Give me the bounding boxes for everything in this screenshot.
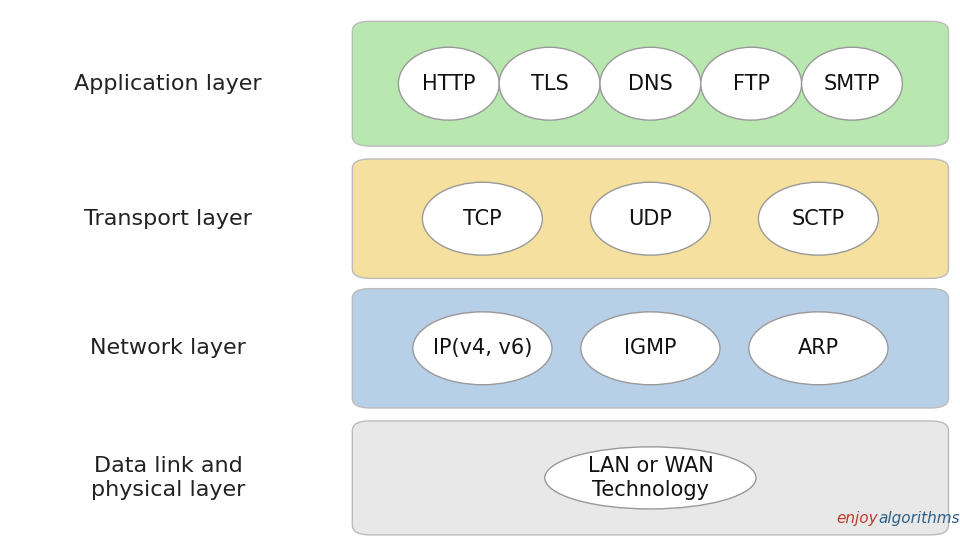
Text: Network layer: Network layer [90, 338, 246, 359]
Text: IGMP: IGMP [624, 338, 677, 359]
Text: DNS: DNS [628, 73, 673, 94]
Text: FTP: FTP [732, 73, 770, 94]
FancyBboxPatch shape [352, 22, 948, 146]
Ellipse shape [590, 183, 710, 255]
FancyBboxPatch shape [352, 159, 948, 279]
Ellipse shape [701, 47, 802, 120]
Text: algorithms: algorithms [878, 511, 960, 526]
Text: Application layer: Application layer [74, 73, 262, 94]
Ellipse shape [499, 47, 600, 120]
FancyBboxPatch shape [352, 288, 948, 408]
Text: ARP: ARP [798, 338, 839, 359]
Ellipse shape [600, 47, 701, 120]
Text: IP(v4, v6): IP(v4, v6) [433, 338, 532, 359]
Text: LAN or WAN
Technology: LAN or WAN Technology [588, 456, 713, 500]
Text: TCP: TCP [463, 208, 502, 229]
Ellipse shape [398, 47, 499, 120]
Ellipse shape [802, 47, 902, 120]
Text: TLS: TLS [531, 73, 568, 94]
FancyBboxPatch shape [352, 421, 948, 535]
Text: UDP: UDP [629, 208, 672, 229]
Ellipse shape [544, 447, 756, 509]
Text: Transport layer: Transport layer [84, 208, 252, 229]
Text: HTTP: HTTP [422, 73, 475, 94]
Ellipse shape [749, 312, 888, 384]
Ellipse shape [422, 183, 542, 255]
Ellipse shape [581, 312, 720, 384]
Ellipse shape [413, 312, 552, 384]
Ellipse shape [758, 183, 878, 255]
Text: enjoy: enjoy [837, 511, 878, 526]
Text: SMTP: SMTP [824, 73, 880, 94]
Text: Data link and
physical layer: Data link and physical layer [91, 456, 245, 500]
Text: SCTP: SCTP [792, 208, 845, 229]
